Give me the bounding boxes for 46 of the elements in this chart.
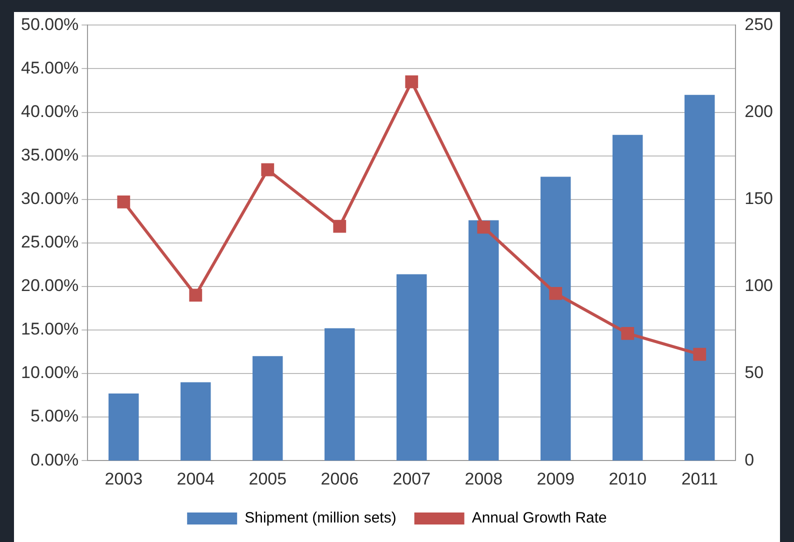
legend-label: Shipment (million sets) [244,510,396,527]
point [621,327,634,340]
x-tick-label: 2005 [248,469,287,488]
y-tick-label: 35.00% [20,146,79,165]
point [117,196,130,208]
y-tick-label: 50.00% [20,14,79,34]
bar [180,382,211,461]
legend-label: Annual Growth Rate [472,510,607,527]
bar [540,176,571,461]
bar [468,220,499,461]
x-tick-label: 2004 [176,469,215,488]
y-tick-label: 45.00% [20,58,79,78]
y2-tick-label: 100 [744,276,774,296]
x-tick-label: 2009 [536,469,575,488]
y-tick-label: 15.00% [20,320,79,339]
x-tick-label: 2008 [464,469,503,488]
y-tick-label: 10.00% [20,363,79,382]
x-tick-label: 2003 [104,469,143,488]
point [261,163,274,176]
bar [612,134,643,461]
bar [324,328,355,461]
x-tick-label: 2007 [392,469,431,488]
y2-tick-label: 150 [744,189,774,208]
y-tick-label: 0.00% [30,450,79,470]
point [477,220,490,234]
x-tick-label: 2010 [608,469,647,488]
bar [108,394,139,461]
y2-tick-label: 50 [744,363,764,382]
y-tick-label: 5.00% [30,406,79,426]
x-tick-label: 2011 [681,469,718,488]
y-tick-label: 40.00% [20,102,79,121]
point [693,348,706,361]
y2-tick-label: 0 [744,450,754,470]
bar [396,274,427,461]
y2-tick-label: 250 [744,14,774,34]
y-tick-label: 25.00% [20,232,79,252]
bar [684,94,715,461]
point [549,286,562,300]
y-tick-label: 30.00% [20,189,79,208]
point [189,288,202,302]
point [333,220,346,233]
x-tick-label: 2006 [320,469,359,488]
point [405,75,418,88]
bar [252,356,283,461]
y-tick-label: 20.00% [20,276,79,296]
y2-tick-label: 200 [744,102,774,121]
